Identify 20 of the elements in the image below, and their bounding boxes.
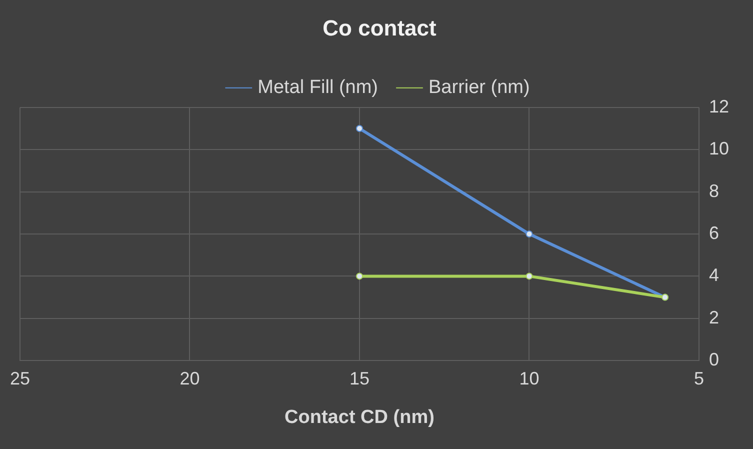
y-tick-label: 8 — [708, 180, 719, 201]
y-tick-label: 4 — [708, 265, 719, 286]
legend-label: Metal Fill (nm) — [258, 77, 378, 98]
x-tick-label: 25 — [10, 368, 30, 388]
point — [526, 230, 533, 238]
y-tick-label: 6 — [708, 222, 719, 243]
point — [356, 125, 363, 132]
y-tick-label: 2 — [708, 307, 719, 328]
x-tick-label: 20 — [180, 368, 200, 388]
x-tick-label: 5 — [694, 368, 704, 388]
x-axis-title: Contact CD (nm) — [284, 406, 434, 428]
point — [526, 272, 533, 280]
chart-title: Co contact — [322, 15, 438, 40]
point — [356, 272, 363, 280]
y-tick-label: 10 — [708, 138, 730, 159]
x-tick-label: 10 — [519, 368, 540, 388]
y-tick-label: 12 — [708, 96, 730, 116]
y-tick-label: 0 — [708, 350, 719, 370]
legend-label: Barrier (nm) — [428, 77, 530, 98]
x-tick-label: 15 — [349, 368, 370, 388]
